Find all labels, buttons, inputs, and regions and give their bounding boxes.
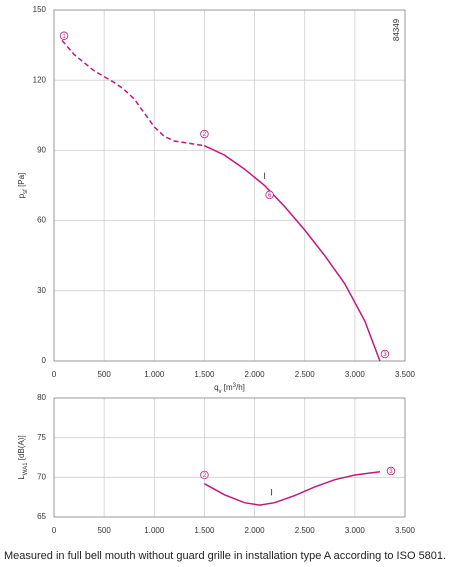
y-label-part: WA1: [23, 462, 29, 475]
caption: Measured in full bell mouth without guar…: [4, 550, 446, 562]
curve: [204, 471, 380, 506]
annotation: 2: [203, 473, 207, 479]
plot-frame: [53, 9, 406, 362]
y-tick-label: 75: [37, 433, 46, 442]
x-tick-label: 3.000: [345, 370, 366, 379]
x-tick-label: 2.500: [295, 526, 316, 535]
y-tick-label: 65: [37, 512, 46, 521]
x-label-part: /h]: [236, 383, 245, 392]
x-tick-label: 1.000: [144, 526, 165, 535]
x-label-part: [m: [222, 383, 233, 392]
annotation-circle: [200, 470, 209, 480]
y-tick-label: 120: [33, 75, 47, 84]
y-axis-label: LWA1 [dB(A)]: [17, 435, 28, 479]
annotation: 3: [389, 469, 393, 475]
x-label-part: q: [214, 383, 218, 392]
x-tick-label: 3.500: [395, 370, 416, 379]
annotation: 2: [203, 132, 207, 138]
x-label-part: v: [219, 389, 222, 395]
x-tick-label: 500: [97, 370, 111, 379]
y-tick-label: 90: [37, 146, 46, 155]
curve: [204, 145, 381, 362]
y-label-part: sf: [23, 189, 29, 194]
annotation: 6: [268, 193, 272, 199]
y-label-part: [dB(A)]: [17, 435, 26, 462]
y-tick-label: 150: [33, 5, 47, 14]
y-axis-label: psf [Pa]: [17, 173, 28, 199]
x-axis-label: qv [m3/h]: [214, 383, 245, 395]
x-tick-label: 1.500: [194, 370, 215, 379]
annotation: I: [263, 171, 266, 181]
y-label-part: [Pa]: [17, 173, 26, 189]
annotation-circle: [200, 129, 209, 139]
y-label-part: p: [17, 193, 26, 198]
y-tick-label: 60: [37, 216, 46, 225]
x-label-part: 3: [233, 383, 237, 389]
y-label-part: L: [17, 475, 26, 480]
x-tick-label: 2.500: [295, 370, 316, 379]
annotation: 1: [62, 34, 66, 40]
x-tick-label: 0: [52, 526, 57, 535]
x-tick-label: 2.000: [245, 526, 266, 535]
annotation: 3: [383, 352, 387, 358]
x-tick-label: 1.500: [194, 526, 215, 535]
figure-code: 84349: [392, 18, 401, 41]
x-tick-label: 0: [52, 370, 57, 379]
annotation-circle: [265, 190, 274, 200]
annotation-circle: [380, 349, 390, 359]
x-tick-label: 2.000: [245, 370, 266, 379]
annotation-circle: [386, 466, 396, 476]
y-tick-label: 80: [37, 393, 46, 402]
x-tick-label: 1.000: [144, 370, 165, 379]
x-tick-label: 3.000: [345, 526, 366, 535]
annotation: I: [270, 487, 273, 497]
y-tick-label: 0: [42, 356, 47, 365]
curve: [61, 39, 205, 147]
plot-frame: [53, 397, 406, 518]
x-tick-label: 500: [97, 526, 111, 535]
y-tick-label: 30: [37, 286, 46, 295]
annotation-circle: [59, 31, 69, 40]
y-tick-label: 70: [37, 472, 46, 481]
x-tick-label: 3.500: [395, 526, 416, 535]
